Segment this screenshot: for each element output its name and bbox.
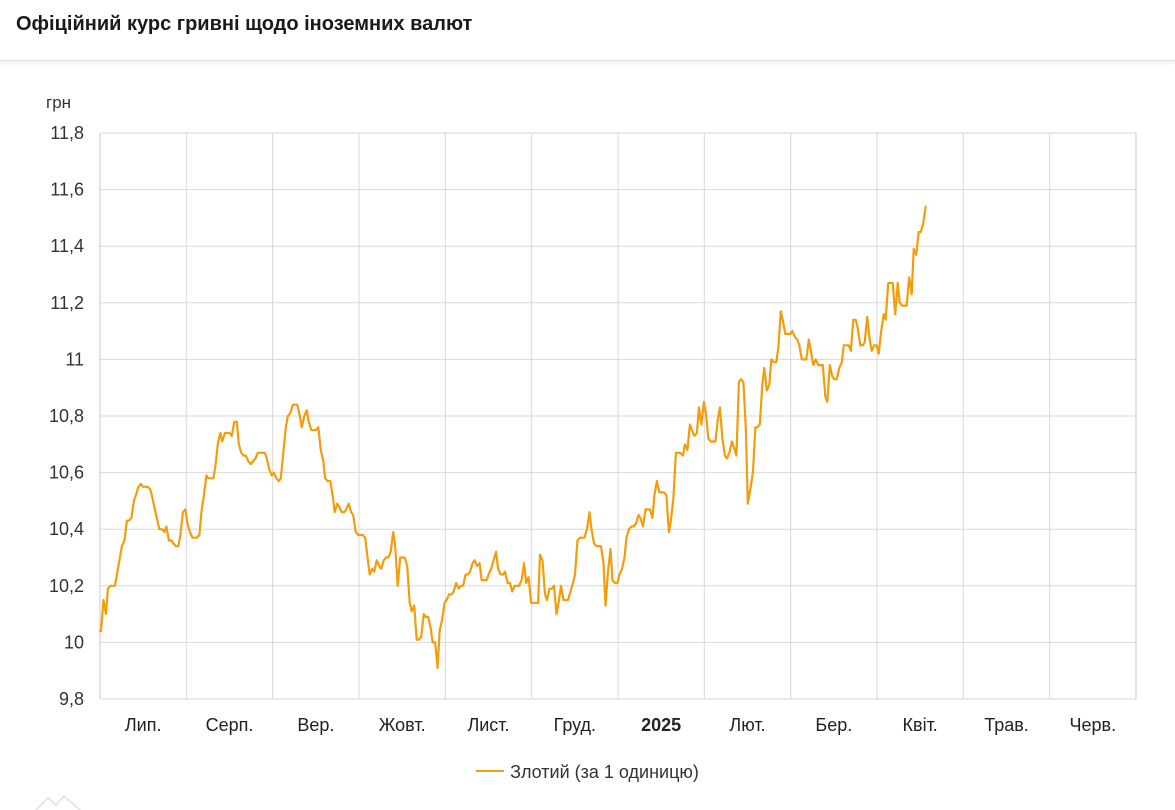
page-header: Офіційний курс гривні щодо іноземних вал… <box>0 0 1175 61</box>
x-tick-label: Квіт. <box>903 715 938 735</box>
chart-legend[interactable]: Злотий (за 1 одиницю) <box>0 762 1175 783</box>
x-tick-label: Серп. <box>206 715 254 735</box>
y-tick-label: 11,8 <box>50 123 84 143</box>
y-tick-label: 10,8 <box>49 406 84 426</box>
series-line-zloty[interactable] <box>98 205 927 669</box>
series-layer <box>98 205 927 669</box>
y-tick-label: 10,4 <box>49 519 84 539</box>
x-axis-ticks: Лип. Серп. Вер. Жовт. Лист. Груд. 2025 Лют. Бер.… <box>125 715 1116 735</box>
y-tick-label: 11,2 <box>50 293 84 313</box>
legend-swatch <box>476 770 505 773</box>
page-title: Офіційний курс гривні щодо іноземних вал… <box>16 13 473 35</box>
line-chart: грн 9,8 10 10,2 10,4 10,6 10,8 11 11,2 11,4 11,6 1… <box>46 93 1137 735</box>
y-axis-ticks: 9,8 10 10,2 10,4 10,6 10,8 11 11,2 11,4 11,6 11,8 <box>49 123 84 709</box>
x-tick-label: Лип. <box>125 715 162 735</box>
y-axis-unit-label: грн <box>46 93 71 112</box>
mountain-logo-icon <box>35 794 81 810</box>
y-tick-label: 11 <box>65 349 84 369</box>
x-tick-label: Лют. <box>729 715 765 735</box>
y-tick-label: 11,6 <box>50 180 84 200</box>
x-tick-label: Черв. <box>1070 715 1117 735</box>
x-tick-label: 2025 <box>641 715 681 735</box>
x-tick-label: Вер. <box>297 715 334 735</box>
grid-lines <box>99 132 1137 700</box>
x-tick-label: Трав. <box>984 715 1029 735</box>
x-tick-label: Бер. <box>815 715 852 735</box>
x-tick-label: Жовт. <box>379 715 426 735</box>
legend-label: Злотий (за 1 одиницю) <box>510 762 699 782</box>
y-tick-label: 10 <box>64 632 84 652</box>
y-tick-label: 11,4 <box>50 236 84 256</box>
y-tick-label: 10,6 <box>49 463 84 483</box>
x-tick-label: Груд. <box>554 715 596 735</box>
y-tick-label: 9,8 <box>59 689 84 709</box>
x-tick-label: Лист. <box>467 715 509 735</box>
y-tick-label: 10,2 <box>49 576 84 596</box>
